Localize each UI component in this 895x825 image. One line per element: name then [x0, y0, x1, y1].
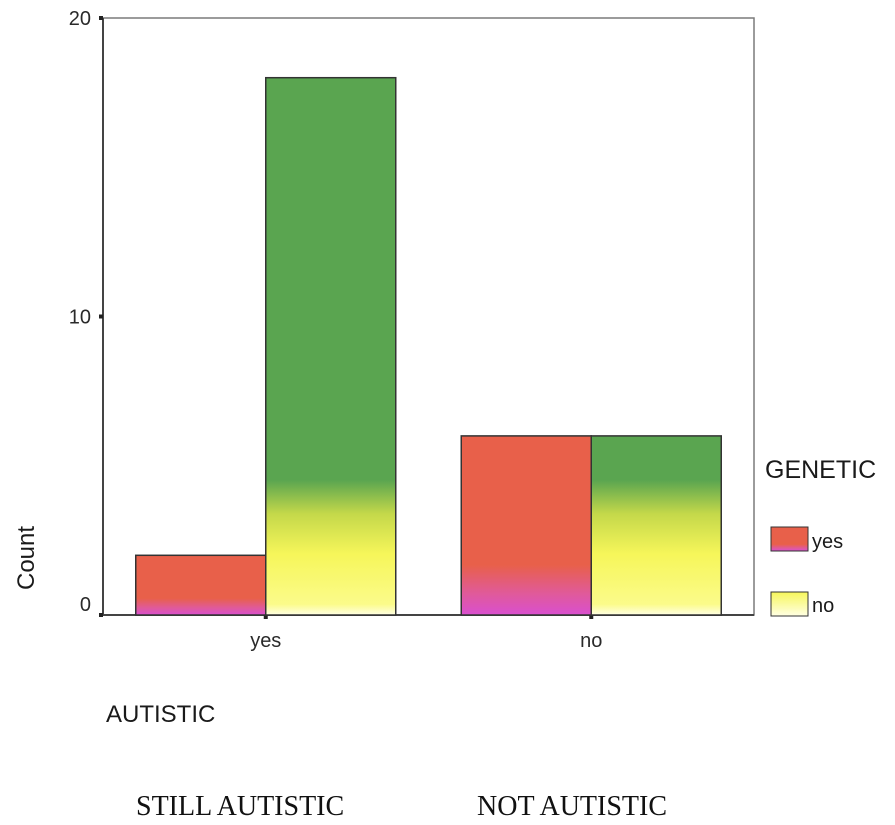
- y-tick-label: 0: [80, 594, 91, 616]
- y-tick-label: 20: [69, 8, 91, 30]
- bars: [135, 76, 722, 616]
- x-tick-label: no: [580, 630, 602, 652]
- legend-swatch-no: [770, 591, 809, 617]
- x-tick-label: yes: [250, 630, 281, 652]
- y-tick-label: 10: [69, 307, 91, 329]
- bar-no-yes: [265, 76, 397, 616]
- legend-title: GENETIC: [765, 456, 876, 484]
- bar-no-no: [590, 435, 722, 616]
- y-axis: 0 10 20: [69, 8, 104, 617]
- caption-not-autistic: NOT AUTISTIC: [477, 791, 667, 822]
- caption-still-autistic: STILL AUTISTIC: [136, 791, 344, 822]
- x-axis-title: AUTISTIC: [106, 701, 215, 728]
- y-axis-title: Count: [13, 526, 40, 590]
- x-axis: yes no: [103, 614, 754, 652]
- bar-yes-no: [460, 435, 592, 616]
- bar-yes-yes: [135, 554, 267, 616]
- legend-swatch-yes: [770, 526, 809, 552]
- legend-label-yes: yes: [812, 531, 843, 553]
- legend-label-no: no: [812, 595, 834, 617]
- legend: GENETIC yes no: [765, 456, 876, 617]
